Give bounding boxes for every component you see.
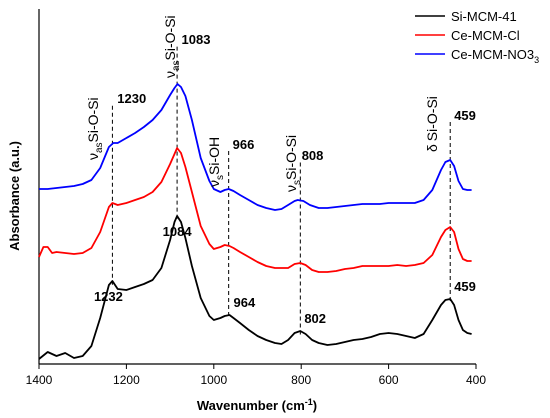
annotation-si-o-si-808: νsSi-O-Si (283, 135, 303, 192)
x-tick-label: 1200 (113, 373, 140, 387)
legend-label-ce-mcm-no3: Ce-MCM-NO33 (451, 47, 539, 65)
series-line-2 (39, 83, 472, 211)
peak-label: 964 (234, 295, 256, 310)
peak-label: 1230 (117, 91, 146, 106)
x-tick-label: 800 (291, 373, 311, 387)
series-line-0 (38, 215, 472, 360)
legend-subscript: 3 (534, 55, 539, 65)
annotation-text: Si-O-Si (85, 97, 101, 142)
peak-label: 1084 (163, 224, 193, 239)
annotation-text: Si-O-Si (162, 15, 178, 60)
legend-label-si-mcm-41: Si-MCM-41 (451, 9, 517, 24)
x-ticks: 1400 1200 1000 800 600 400 (26, 364, 486, 387)
annotation-text: Si-O-Si (283, 135, 299, 180)
series-line-1 (38, 147, 472, 273)
annotation-symbol: ν (283, 185, 299, 192)
annotation-si-o-si-459: δ Si-O-Si (424, 96, 440, 152)
x-tick-label: 600 (379, 373, 399, 387)
peak-label: 966 (233, 137, 255, 152)
annotation-text: Si-OH (206, 137, 222, 175)
peak-label: 1083 (182, 32, 211, 47)
annotation-symbol: ν (85, 153, 101, 160)
series-layer (38, 83, 472, 360)
svg-text:νsSi-OH: νsSi-OH (206, 137, 226, 187)
annotation-subscript: as (94, 142, 105, 153)
guide-lines (111, 46, 451, 335)
peak-label: 459 (454, 279, 476, 294)
peak-labels: 1232 1084 964 802 459 1230 1083 966 808 459 (94, 32, 476, 326)
annotation-si-o-si-1230: νasSi-O-Si (85, 97, 105, 160)
annotation-si-o-si-1083: νasSi-O-Si (162, 15, 182, 78)
legend: Si-MCM-41 Ce-MCM-Cl Ce-MCM-NO33 (415, 9, 539, 65)
annotation-si-oh-966: νsSi-OH (206, 137, 226, 187)
y-axis-title: Absorbance (a.u.) (7, 141, 22, 251)
peak-label: 808 (302, 148, 324, 163)
svg-text:δSi-O-Si: δ Si-O-Si (424, 96, 440, 152)
legend-label-ce-mcm-cl: Ce-MCM-Cl (451, 28, 520, 43)
x-tick-label: 1400 (26, 373, 53, 387)
annotation-subscript: as (171, 60, 182, 71)
svg-text:νasSi-O-Si: νasSi-O-Si (162, 15, 182, 78)
x-tick-label: 400 (466, 373, 486, 387)
annotation-symbol: δ (424, 144, 440, 152)
peak-label: 459 (454, 108, 476, 123)
peak-label: 802 (304, 311, 326, 326)
annotation-symbol: ν (162, 71, 178, 78)
peak-label: 1232 (94, 289, 123, 304)
x-axis-title-superscript: -1 (305, 397, 313, 407)
annotation-subscript: s (215, 175, 226, 180)
svg-text:νsSi-O-Si: νsSi-O-Si (283, 135, 303, 192)
annotation-symbol: ν (206, 180, 222, 187)
x-axis-title: Wavenumber (cm-1) (197, 397, 317, 413)
svg-text:νasSi-O-Si: νasSi-O-Si (85, 97, 105, 160)
annotation-text: Si-O-Si (424, 96, 440, 141)
x-tick-label: 1000 (200, 373, 227, 387)
annotation-subscript: s (292, 180, 303, 185)
